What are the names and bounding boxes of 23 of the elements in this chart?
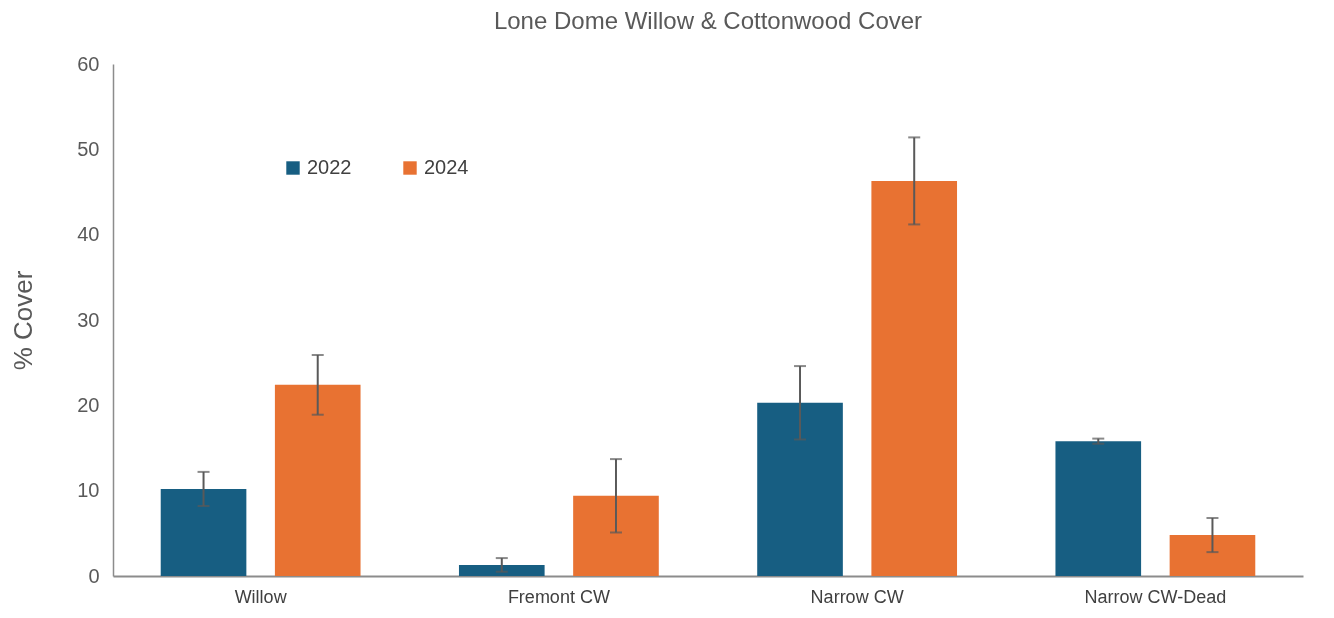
y-tick-label: 10: [77, 479, 100, 502]
y-tick-label: 0: [88, 564, 100, 587]
bar: [871, 180, 958, 576]
legend-label: 2024: [424, 156, 469, 178]
y-tick-label: 60: [77, 52, 100, 75]
bar: [1169, 535, 1256, 576]
chart-title: Lone Dome Willow & Cottonwood Cover: [493, 7, 923, 34]
legend-label: 2022: [307, 156, 352, 178]
bar: [1055, 441, 1142, 576]
bar: [160, 488, 247, 576]
bar: [757, 402, 843, 576]
x-tick-label: Narrow CW-Dead: [1084, 586, 1227, 607]
bar: [274, 384, 361, 576]
y-tick-label: 30: [77, 308, 100, 331]
y-tick-label: 50: [77, 137, 100, 160]
y-axis-title: % Cover: [8, 270, 39, 371]
bar: [458, 564, 545, 576]
x-tick-label: Narrow CW: [810, 586, 904, 607]
x-tick-label: Willow: [234, 586, 288, 607]
y-tick-label: 20: [77, 393, 100, 416]
bar: [573, 495, 659, 576]
x-tick-label: Fremont CW: [507, 586, 610, 607]
y-tick-label: 40: [77, 223, 100, 246]
